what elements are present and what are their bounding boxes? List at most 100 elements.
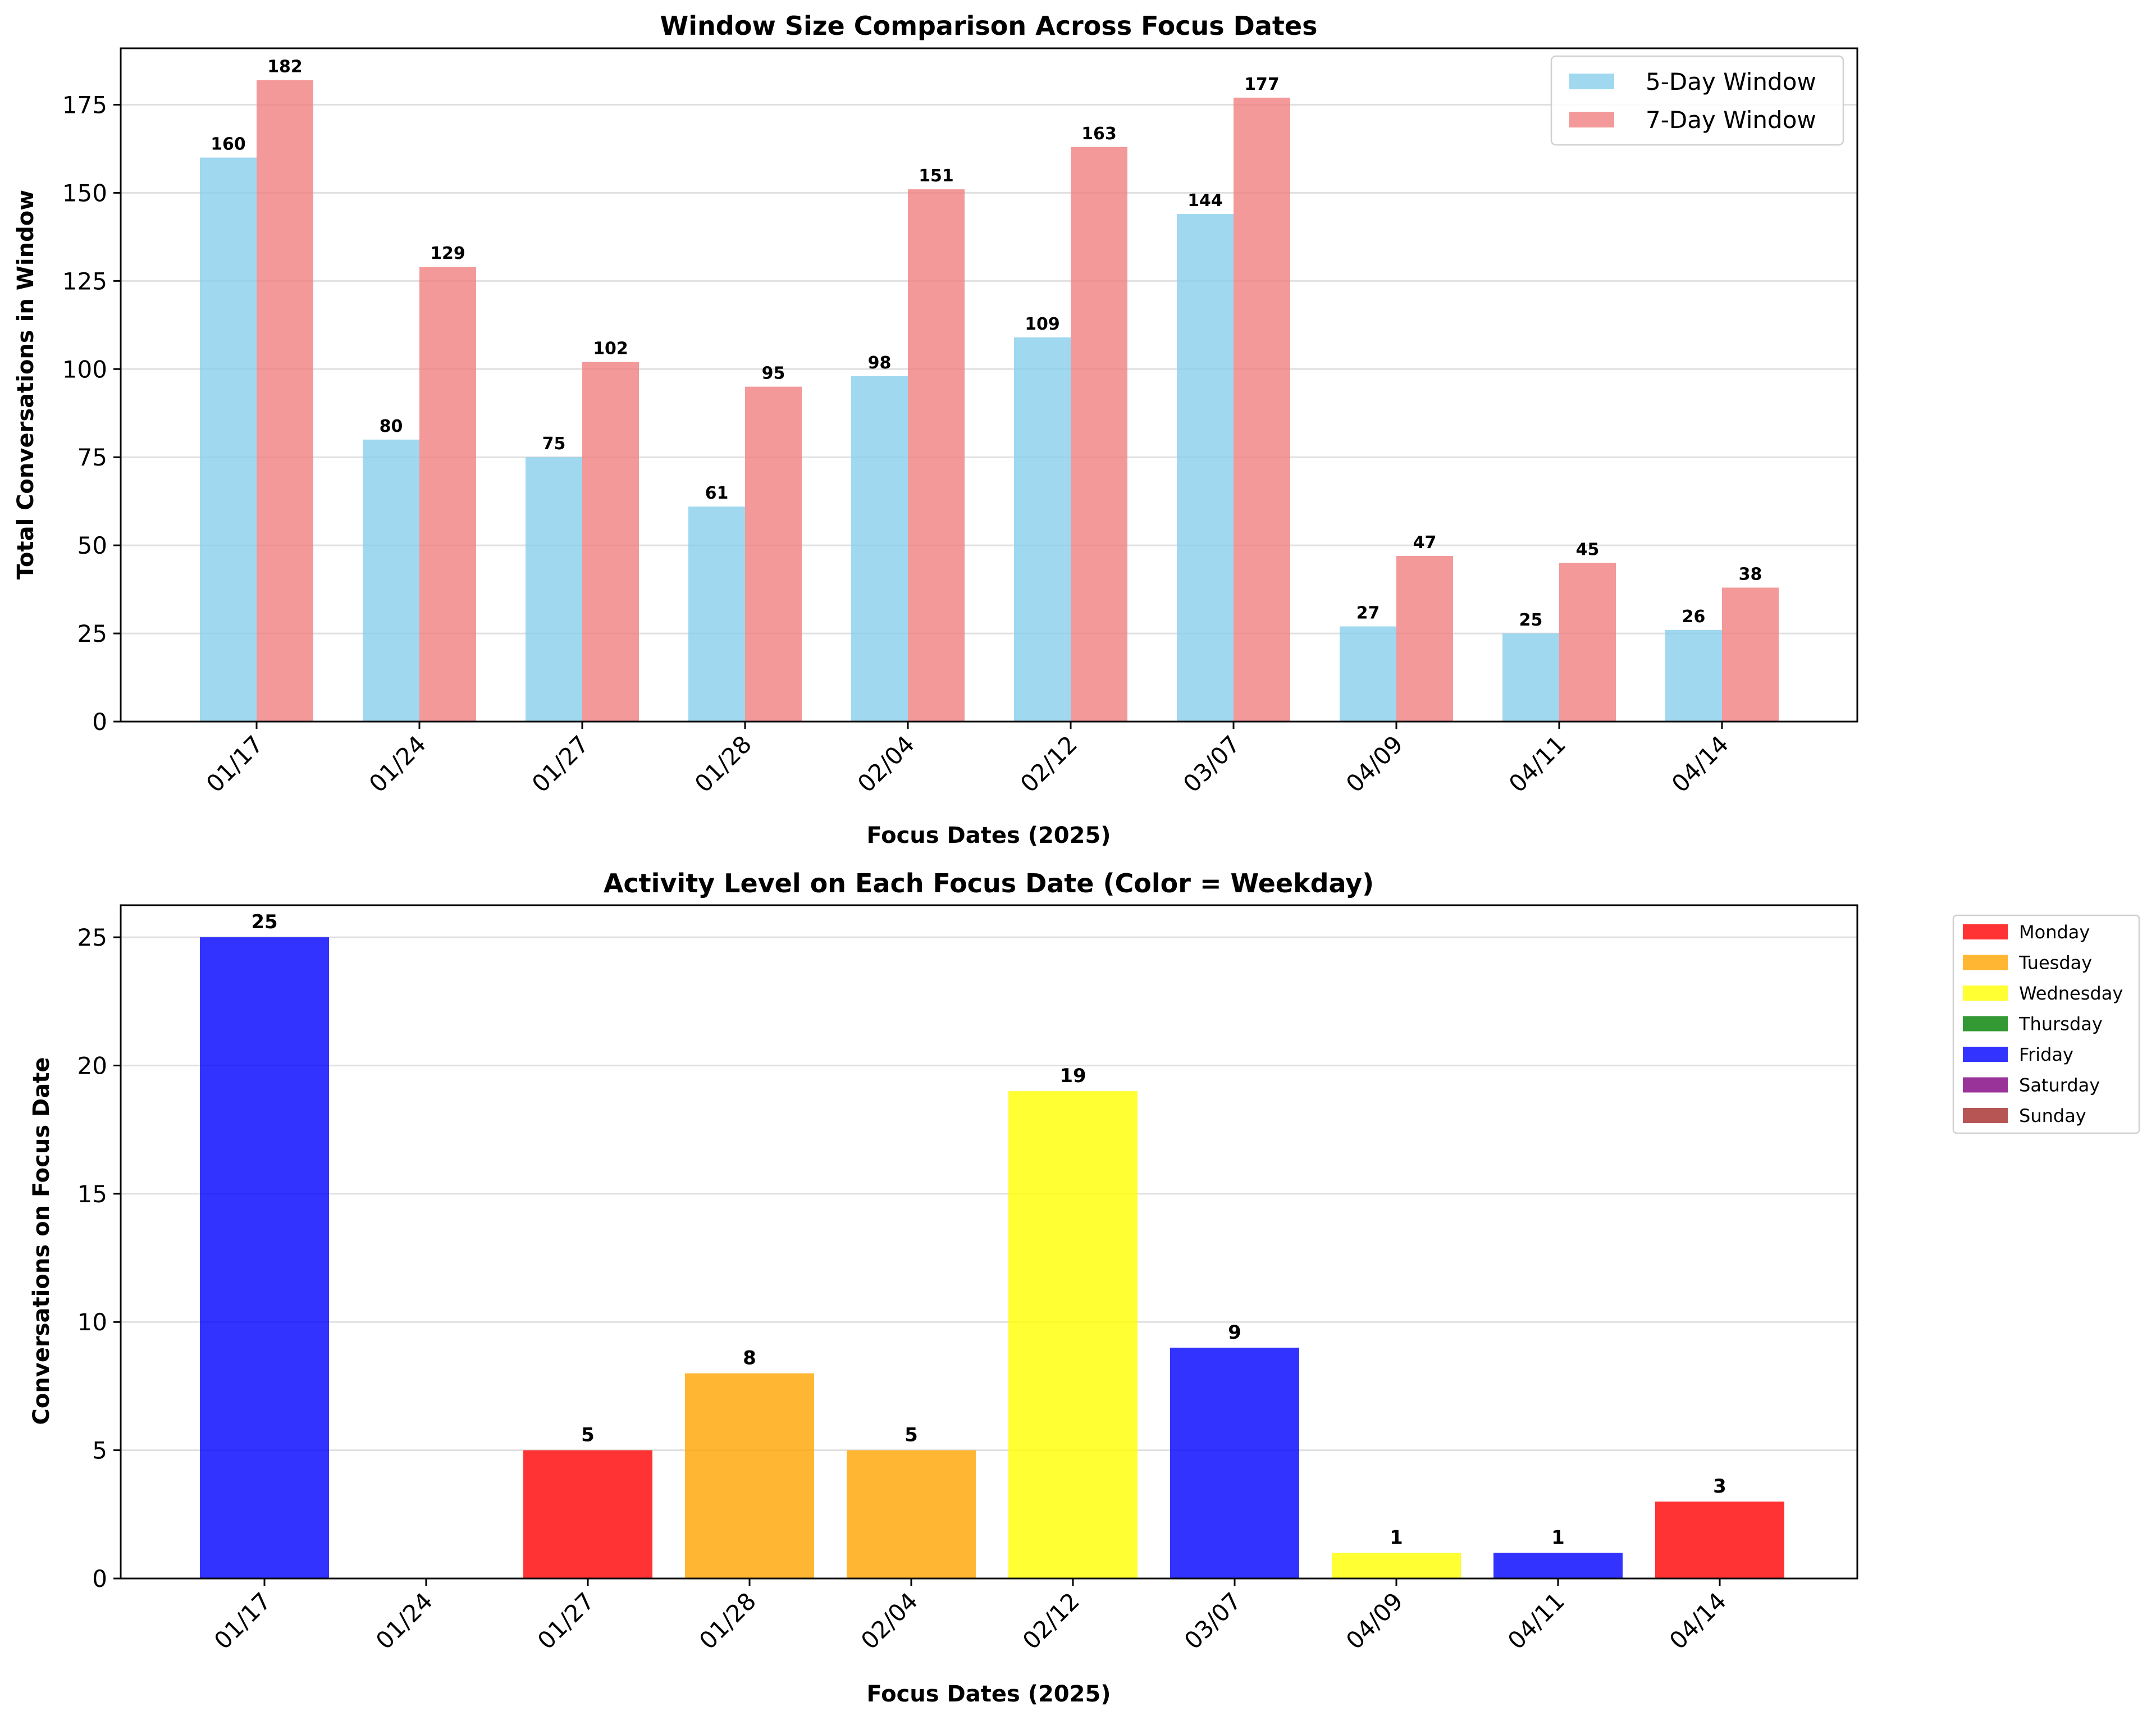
plot-frame <box>120 47 1858 723</box>
x-tick-label: 01/17 <box>209 1587 276 1654</box>
data-label: 45 <box>1576 540 1600 560</box>
legend-label-7-day: 7-Day Window <box>1646 106 1816 134</box>
data-label: 182 <box>267 57 303 76</box>
data-label: 61 <box>705 483 729 503</box>
data-label: 9 <box>1228 1321 1241 1344</box>
legend-swatch-wednesday <box>1963 986 2008 1001</box>
data-label: 129 <box>430 244 465 263</box>
x-tick-label: 04/09 <box>1341 730 1408 797</box>
bar-5-day-window-03-07 <box>1177 214 1234 722</box>
data-label: 1 <box>1551 1526 1565 1549</box>
x-tick-label: 04/14 <box>1664 1587 1732 1654</box>
data-label: 151 <box>919 166 954 186</box>
bar-01-28 <box>685 1373 814 1578</box>
bar-01-17 <box>200 937 329 1578</box>
x-tick-label: 01/27 <box>532 1587 600 1654</box>
bar-7-day-window-01-17 <box>257 80 313 722</box>
data-label: 3 <box>1713 1475 1726 1498</box>
y-tick-label: 175 <box>62 91 107 118</box>
bar-02-12 <box>1008 1091 1138 1578</box>
legend-label-wednesday: Wednesday <box>2019 983 2123 1004</box>
data-label: 5 <box>581 1424 595 1447</box>
plot-frame <box>120 904 1858 1580</box>
y-tick-label: 25 <box>77 620 107 647</box>
data-label: 102 <box>593 339 628 359</box>
legend-swatch-sunday <box>1963 1108 2008 1123</box>
chart-title: Activity Level on Each Focus Date (Color… <box>604 868 1374 898</box>
y-tick-label: 150 <box>62 179 107 207</box>
data-label: 163 <box>1081 124 1117 144</box>
y-tick-label: 75 <box>77 444 107 471</box>
x-tick-label: 01/24 <box>364 730 431 797</box>
data-label: 177 <box>1244 75 1280 94</box>
bar-04-11 <box>1493 1553 1623 1578</box>
legend-label-5-day: 5-Day Window <box>1646 68 1816 95</box>
data-label: 144 <box>1187 191 1223 211</box>
chart-window-size-comparison: Window Size Comparison Across Focus Date… <box>13 11 1858 848</box>
data-label: 26 <box>1682 607 1706 627</box>
x-tick-label: 02/12 <box>1017 1587 1085 1654</box>
chart-activity-level: Activity Level on Each Focus Date (Color… <box>29 868 2140 1707</box>
bar-7-day-window-03-07 <box>1234 97 1290 722</box>
bar-5-day-window-01-17 <box>200 157 257 722</box>
y-tick-label: 5 <box>92 1437 107 1464</box>
legend-swatch-tuesday <box>1963 955 2008 970</box>
bar-7-day-window-01-27 <box>582 362 639 722</box>
data-label: 25 <box>251 911 277 933</box>
x-tick-label: 01/27 <box>527 730 594 797</box>
y-tick-label: 125 <box>62 267 107 295</box>
x-tick-label: 02/12 <box>1015 730 1082 797</box>
data-label: 19 <box>1059 1065 1086 1087</box>
y-tick-label: 0 <box>92 708 107 736</box>
bar-7-day-window-02-04 <box>908 189 965 722</box>
legend-label-thursday: Thursday <box>2018 1014 2103 1035</box>
bar-5-day-window-01-27 <box>526 457 582 722</box>
legend-label-monday: Monday <box>2019 921 2090 943</box>
legend-swatch-saturday <box>1963 1077 2008 1093</box>
legend-label-friday: Friday <box>2019 1044 2073 1065</box>
bar-01-27 <box>523 1450 652 1578</box>
bar-7-day-window-04-09 <box>1396 555 1453 722</box>
bar-04-14 <box>1655 1501 1784 1578</box>
data-label: 1 <box>1390 1526 1403 1549</box>
legend-swatch-monday <box>1963 924 2008 939</box>
bar-03-07 <box>1170 1347 1299 1578</box>
bar-02-04 <box>847 1450 976 1578</box>
x-tick-label: 02/04 <box>856 1587 923 1654</box>
data-label: 25 <box>1519 610 1543 630</box>
bar-5-day-window-01-28 <box>688 507 745 722</box>
bar-5-day-window-04-11 <box>1502 633 1559 722</box>
x-tick-label: 03/07 <box>1179 1587 1246 1654</box>
x-tick-label: 04/11 <box>1502 1587 1570 1654</box>
bar-5-day-window-04-09 <box>1340 626 1396 722</box>
y-tick-label: 15 <box>77 1180 107 1208</box>
legend-label-sunday: Sunday <box>2019 1105 2086 1126</box>
data-label: 80 <box>380 417 403 436</box>
legend-swatch-7-day <box>1569 112 1614 127</box>
x-tick-label: 01/24 <box>371 1587 438 1654</box>
bar-7-day-window-01-28 <box>745 386 802 722</box>
bar-7-day-window-01-24 <box>419 267 476 722</box>
y-tick-label: 20 <box>77 1052 107 1079</box>
x-tick-label: 01/28 <box>689 730 757 797</box>
x-axis-label: Focus Dates (2025) <box>866 823 1111 848</box>
x-tick-label: 01/17 <box>201 730 268 797</box>
x-tick-label: 04/11 <box>1504 730 1571 797</box>
data-label: 8 <box>743 1347 756 1370</box>
legend-label-tuesday: Tuesday <box>2018 952 2092 974</box>
legend-swatch-thursday <box>1963 1016 2008 1032</box>
data-label: 27 <box>1356 604 1380 623</box>
data-label: 160 <box>211 135 246 154</box>
x-tick-label: 01/28 <box>694 1587 761 1654</box>
legend: Monday Tuesday Wednesday Thursday Friday Satu… <box>1952 914 2140 1134</box>
legend-frame <box>1550 55 1844 146</box>
data-label: 5 <box>905 1424 918 1447</box>
data-label: 95 <box>762 364 785 384</box>
bar-5-day-window-04-14 <box>1665 629 1722 722</box>
bar-5-day-window-02-04 <box>851 376 908 722</box>
y-tick-label: 25 <box>77 924 107 951</box>
y-tick-label: 10 <box>77 1308 107 1336</box>
legend-label-saturday: Saturday <box>2019 1075 2100 1096</box>
bar-7-day-window-04-14 <box>1722 587 1779 722</box>
x-axis-label: Focus Dates (2025) <box>866 1681 1111 1707</box>
